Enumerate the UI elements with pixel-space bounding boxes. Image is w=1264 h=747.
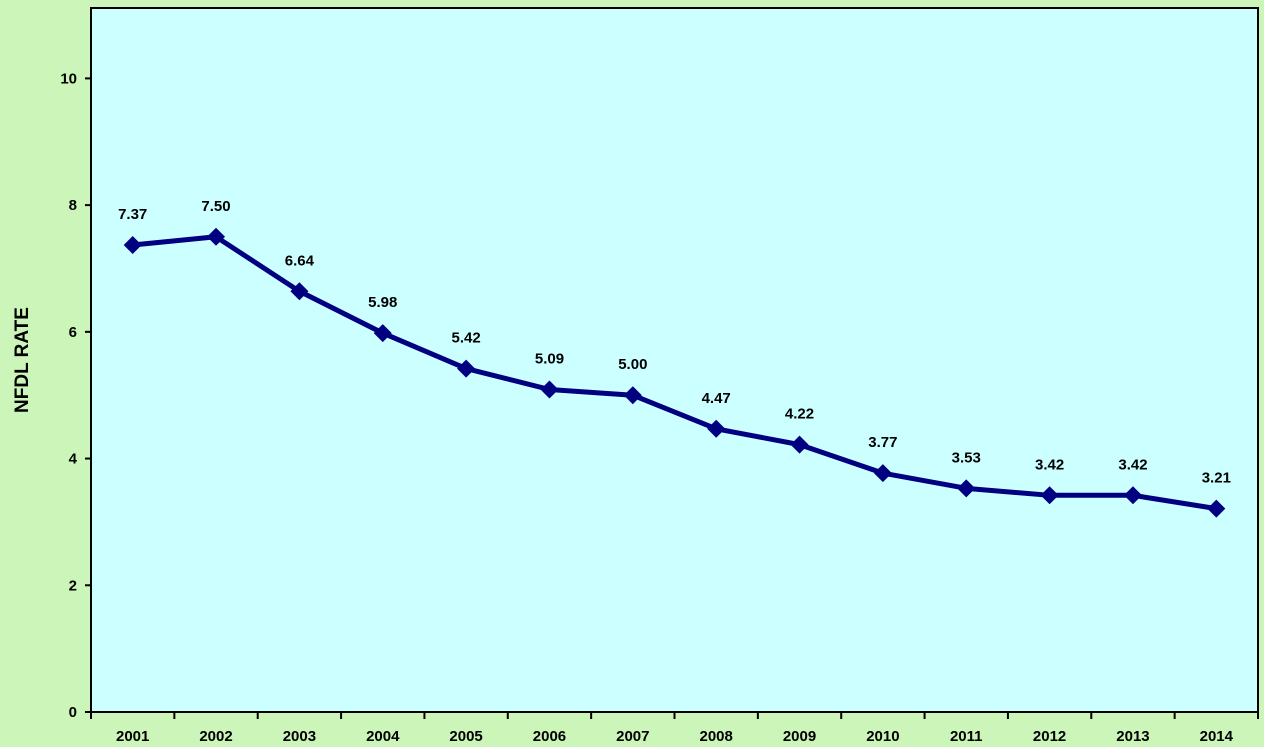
y-axis-title: NFDL RATE bbox=[12, 307, 33, 413]
x-tick-label: 2007 bbox=[616, 728, 649, 745]
y-tick-label: 2 bbox=[69, 577, 77, 594]
series-line bbox=[130, 234, 1219, 512]
data-point-marker bbox=[1123, 486, 1142, 505]
data-label: 3.42 bbox=[1118, 456, 1147, 473]
data-label: 7.50 bbox=[201, 198, 230, 215]
x-tick-label: 2005 bbox=[449, 728, 482, 745]
plot-area bbox=[90, 7, 1259, 713]
data-label: 5.98 bbox=[368, 294, 397, 311]
data-point-marker bbox=[623, 386, 642, 405]
data-label: 4.22 bbox=[785, 406, 814, 423]
data-label: 4.47 bbox=[702, 390, 731, 407]
data-label: 5.00 bbox=[618, 356, 647, 373]
data-label: 6.64 bbox=[285, 252, 315, 269]
data-point-marker bbox=[373, 324, 392, 343]
x-tick-label: 2006 bbox=[533, 728, 566, 745]
x-tick-label: 2011 bbox=[950, 728, 983, 745]
y-tick-label: 4 bbox=[69, 451, 78, 468]
data-label: 3.77 bbox=[868, 434, 897, 451]
data-label: 7.37 bbox=[118, 206, 147, 223]
data-point-marker bbox=[790, 435, 809, 454]
x-tick-label: 2014 bbox=[1200, 728, 1234, 745]
data-label: 5.42 bbox=[452, 330, 481, 347]
x-tick-label: 2008 bbox=[699, 728, 732, 745]
series-layer: 7.37 7.50 6.64 5.98 5.42 5.09 5.00 4.47 4.22 3.77… bbox=[118, 198, 1231, 518]
y-tick-label: 0 bbox=[69, 704, 77, 721]
x-tick-label: 2001 bbox=[116, 728, 149, 745]
data-label: 3.21 bbox=[1202, 470, 1231, 487]
data-point-marker bbox=[457, 359, 476, 378]
data-label: 3.42 bbox=[1035, 456, 1064, 473]
x-tick-label: 2002 bbox=[199, 728, 232, 745]
data-label: 3.53 bbox=[952, 449, 981, 466]
x-tick-label: 2012 bbox=[1033, 728, 1066, 745]
data-point-marker bbox=[957, 479, 976, 498]
x-tick-label: 2003 bbox=[283, 728, 316, 745]
data-point-marker bbox=[123, 236, 142, 255]
y-tick-label: 10 bbox=[60, 70, 77, 87]
data-point-marker bbox=[1207, 499, 1226, 518]
data-point-marker bbox=[540, 380, 559, 399]
data-label: 5.09 bbox=[535, 350, 564, 367]
data-point-marker bbox=[707, 419, 726, 438]
data-point-marker bbox=[290, 282, 309, 301]
y-tick-label: 8 bbox=[69, 197, 77, 214]
x-tick-label: 2013 bbox=[1116, 728, 1149, 745]
y-axis: 0 2 4 6 8 10 bbox=[60, 70, 91, 721]
x-axis: 2001 2002 2003 2004 2005 2006 2007 2008 2009 2010… bbox=[90, 712, 1259, 745]
y-tick-label: 6 bbox=[69, 324, 77, 341]
data-point-marker bbox=[1040, 486, 1059, 505]
data-point-marker bbox=[207, 227, 226, 246]
x-tick-label: 2010 bbox=[866, 728, 899, 745]
x-tick-label: 2009 bbox=[783, 728, 816, 745]
data-point-marker bbox=[873, 464, 892, 483]
x-tick-label: 2004 bbox=[366, 728, 400, 745]
